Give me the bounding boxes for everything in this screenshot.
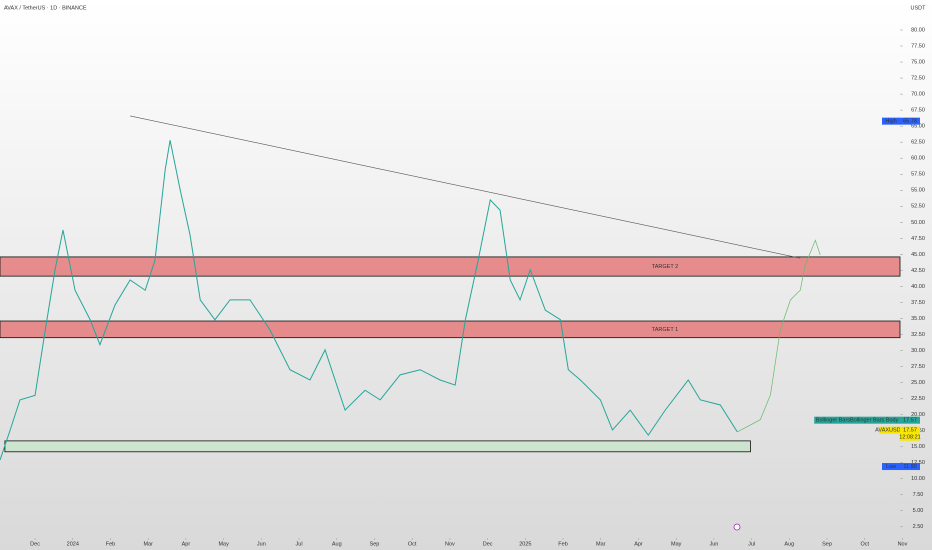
price-tag-name: Bollinger BarsBollinger Bars Body — [816, 418, 899, 424]
y-tick-label: 70.00 — [911, 92, 925, 98]
y-tick-label: 15.00 — [911, 444, 925, 450]
price-tag-bg — [900, 463, 920, 471]
countdown: 12:08:21 — [899, 435, 920, 441]
x-tick-label: Apr — [634, 541, 643, 547]
zone — [0, 256, 901, 277]
x-tick-label: Sep — [822, 541, 832, 547]
y-tick-label: 52.50 — [911, 204, 925, 210]
price-tag-name-bg — [882, 463, 900, 471]
x-tick-label: May — [218, 541, 229, 547]
trendline — [130, 115, 801, 259]
y-tick-label: 67.50 — [911, 108, 925, 114]
y-tick-label: 80.00 — [911, 27, 925, 33]
y-tick-label: 45.00 — [911, 252, 925, 258]
price-tag-value: 65.78 — [903, 119, 917, 125]
price-tag-name-bg — [882, 117, 900, 125]
projection-line — [737, 239, 821, 433]
y-tick-label: 10.00 — [911, 476, 925, 482]
x-tick-label: Jul — [748, 541, 755, 547]
x-tick-label: Oct — [408, 541, 417, 547]
x-tick-label: Oct — [860, 541, 869, 547]
price-tag-bg — [900, 426, 920, 434]
y-tick-label: 22.50 — [911, 396, 925, 402]
y-tick-label: 65.00 — [911, 124, 925, 130]
y-tick-label: 50.00 — [911, 220, 925, 226]
zone — [4, 440, 751, 453]
zone — [0, 320, 901, 339]
y-tick-label: 30.00 — [911, 348, 925, 354]
y-tick-label: 5.00 — [913, 508, 924, 514]
x-tick-label: Nov — [445, 541, 455, 547]
price-tag-value: 17.57 — [903, 428, 917, 434]
currency: USDT — [911, 5, 927, 11]
x-tick-label: Jun — [709, 541, 718, 547]
x-tick-label: Jun — [257, 541, 266, 547]
y-tick-label: 47.50 — [911, 236, 925, 242]
x-tick-label: Nov — [898, 541, 908, 547]
y-tick-label: 2.50 — [913, 524, 924, 530]
x-tick-label: Apr — [182, 541, 191, 547]
zone-label: TARGET 2 — [652, 264, 678, 270]
y-tick-label: 7.50 — [913, 492, 924, 498]
price-tag-name-bg — [879, 426, 900, 434]
x-tick-label: Mar — [143, 541, 153, 547]
zone-label: TARGET 1 — [652, 327, 678, 333]
x-tick-label: Mar — [596, 541, 606, 547]
countdown-bg — [900, 433, 920, 441]
x-tick-label: Feb — [558, 541, 567, 547]
y-tick-label: 32.50 — [911, 332, 925, 338]
y-tick-label: 27.50 — [911, 364, 925, 370]
y-tick-label: 25.00 — [911, 380, 925, 386]
x-tick-label: Jul — [296, 541, 303, 547]
price-tag-bg — [900, 416, 920, 424]
x-tick-label: Feb — [106, 541, 115, 547]
y-tick-label: 40.00 — [911, 284, 925, 290]
chart-title: AVAX / TetherUS · 1D · BINANCE — [4, 5, 87, 11]
x-tick-label: 2024 — [67, 541, 79, 547]
y-tick-label: 75.00 — [911, 60, 925, 66]
x-tick-label: May — [671, 541, 682, 547]
price-tag-bg — [900, 117, 920, 125]
y-tick-label: 35.00 — [911, 316, 925, 322]
y-tick-label: 72.50 — [911, 76, 925, 82]
y-tick-label: 20.00 — [911, 412, 925, 418]
price-tag-value: 11.90 — [903, 464, 916, 470]
price-tag-name: AVAXUSDT — [875, 428, 904, 434]
price-tag-name: High — [885, 119, 896, 125]
event-icon — [733, 523, 741, 531]
x-tick-label: Dec — [30, 541, 40, 547]
x-tick-label: Aug — [332, 541, 342, 547]
price-tag-value: 17.57 — [903, 418, 917, 424]
y-tick-label: 60.00 — [911, 156, 925, 162]
x-tick-label: Aug — [784, 541, 794, 547]
y-tick-label: 57.50 — [911, 172, 925, 178]
price-tag-name-bg — [814, 416, 900, 424]
price-tag-name: Low — [886, 464, 896, 470]
y-tick-label: 62.50 — [911, 140, 925, 146]
y-tick-label: 77.50 — [911, 43, 925, 49]
x-tick-label: 2025 — [519, 541, 531, 547]
price-line — [0, 140, 738, 461]
y-tick-label: 37.50 — [911, 300, 925, 306]
y-tick-label: 42.50 — [911, 268, 925, 274]
x-tick-label: Sep — [370, 541, 380, 547]
y-tick-label: 55.00 — [911, 188, 925, 194]
x-tick-label: Dec — [483, 541, 493, 547]
